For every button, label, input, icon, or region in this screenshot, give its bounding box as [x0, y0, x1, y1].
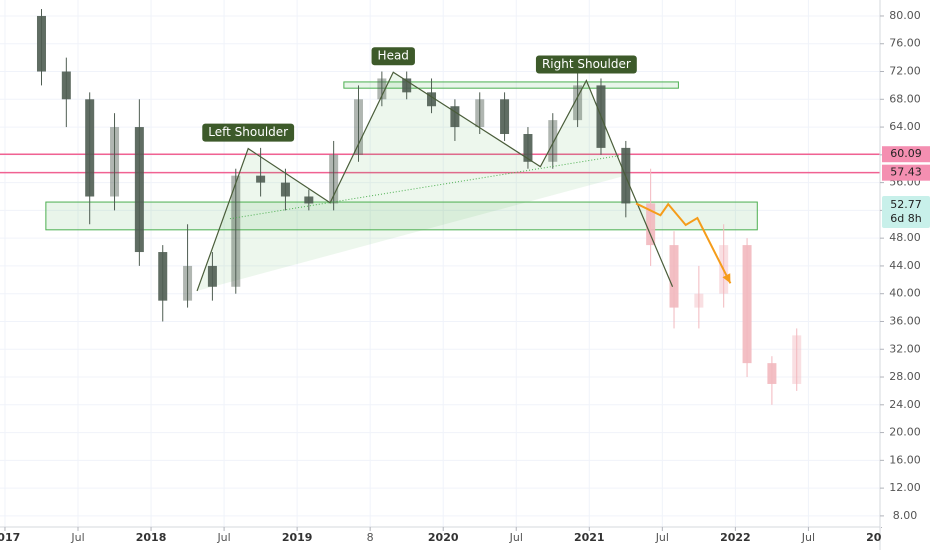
- candle-body: [475, 99, 485, 128]
- candle-body: [669, 245, 679, 308]
- price-tag-label: 57.43: [890, 166, 922, 179]
- candle-body: [329, 154, 339, 204]
- candle-body: [256, 175, 266, 183]
- candle-body: [548, 120, 558, 162]
- x-tick-label: Jul: [70, 531, 84, 544]
- y-tick-label: 76.00: [889, 37, 921, 50]
- pattern-area: [197, 72, 626, 291]
- candle-body: [573, 85, 583, 121]
- y-tick-label: 48.00: [889, 231, 921, 244]
- annotation: Right Shoulder: [535, 55, 637, 74]
- x-tick-label: 2017: [0, 531, 20, 544]
- candle-body: [792, 335, 802, 384]
- x-tick-label: Jul: [801, 531, 815, 544]
- candle-body: [158, 252, 168, 301]
- y-tick-label: 16.00: [889, 453, 921, 466]
- time-axis-bg: [0, 527, 880, 550]
- candle-body: [85, 99, 95, 197]
- candle-body: [450, 106, 460, 128]
- y-tick-label: 44.00: [889, 259, 921, 272]
- x-tick-label: 2021: [574, 531, 605, 544]
- y-tick-label: 36.00: [889, 314, 921, 327]
- x-tick-label: Jul: [216, 531, 230, 544]
- candle-body: [500, 99, 510, 135]
- candle-body: [110, 127, 120, 197]
- y-tick-label: 20.00: [889, 426, 921, 439]
- y-tick-label: 72.00: [889, 65, 921, 78]
- candle-body: [646, 203, 656, 246]
- candle-body: [134, 127, 144, 253]
- price-tag: [882, 164, 930, 181]
- last-price-tag: [882, 196, 930, 229]
- candle-body: [304, 196, 314, 204]
- y-tick-label: 40.00: [889, 287, 921, 300]
- annotation: Left Shoulder: [202, 123, 295, 142]
- countdown-label: 6d 8h: [890, 212, 921, 225]
- y-tick-label: 12.00: [889, 481, 921, 494]
- x-tick-label: 8: [367, 531, 374, 544]
- annotation-box: [202, 123, 295, 142]
- candle-body: [523, 134, 533, 162]
- pattern-line: [196, 71, 674, 292]
- x-tick-label: 2019: [282, 531, 313, 544]
- y-tick-label: 28.00: [889, 370, 921, 383]
- candle-body: [353, 99, 363, 155]
- candle-body: [183, 265, 193, 301]
- candle-body: [377, 78, 387, 100]
- y-tick-label: 32.00: [889, 342, 921, 355]
- y-tick-label: 68.00: [889, 92, 921, 105]
- candle-body: [207, 265, 217, 287]
- candle-body: [36, 15, 46, 72]
- candle-body: [767, 363, 777, 384]
- candle-body: [61, 71, 71, 100]
- arrow-head: [722, 273, 731, 284]
- last-price-label: 52.77: [890, 198, 922, 211]
- candle-body: [742, 245, 752, 364]
- y-tick-label: 24.00: [889, 398, 921, 411]
- annotation-box: [371, 47, 415, 66]
- annotation: Head: [371, 47, 415, 66]
- price-tag-label: 60.09: [890, 147, 922, 160]
- x-tick-label: Jul: [509, 531, 523, 544]
- candle-body: [402, 78, 412, 93]
- forecast-path: [635, 202, 732, 284]
- annotation-label: Left Shoulder: [208, 125, 288, 139]
- x-tick-label: Jul: [655, 531, 669, 544]
- corner-bg: [881, 528, 932, 550]
- x-tick-label: 2018: [136, 531, 167, 544]
- candle-body: [694, 293, 704, 308]
- annotation-box: [535, 55, 637, 74]
- x-tick-label: 2020: [428, 531, 459, 544]
- candle-body: [231, 175, 241, 287]
- x-tick-label: 2022: [720, 531, 751, 544]
- candle-body: [427, 92, 437, 107]
- zone: [343, 81, 679, 89]
- y-tick-label: 8.00: [893, 509, 918, 522]
- annotation-label: Head: [378, 49, 409, 63]
- price-tag: [882, 146, 930, 163]
- y-tick-label: 64.00: [889, 120, 921, 133]
- candle-body: [280, 182, 290, 197]
- annotation-label: Right Shoulder: [542, 57, 631, 71]
- y-tick-label: 80.00: [889, 9, 921, 22]
- price-axis-bg: [880, 0, 932, 550]
- plot: [0, 0, 880, 527]
